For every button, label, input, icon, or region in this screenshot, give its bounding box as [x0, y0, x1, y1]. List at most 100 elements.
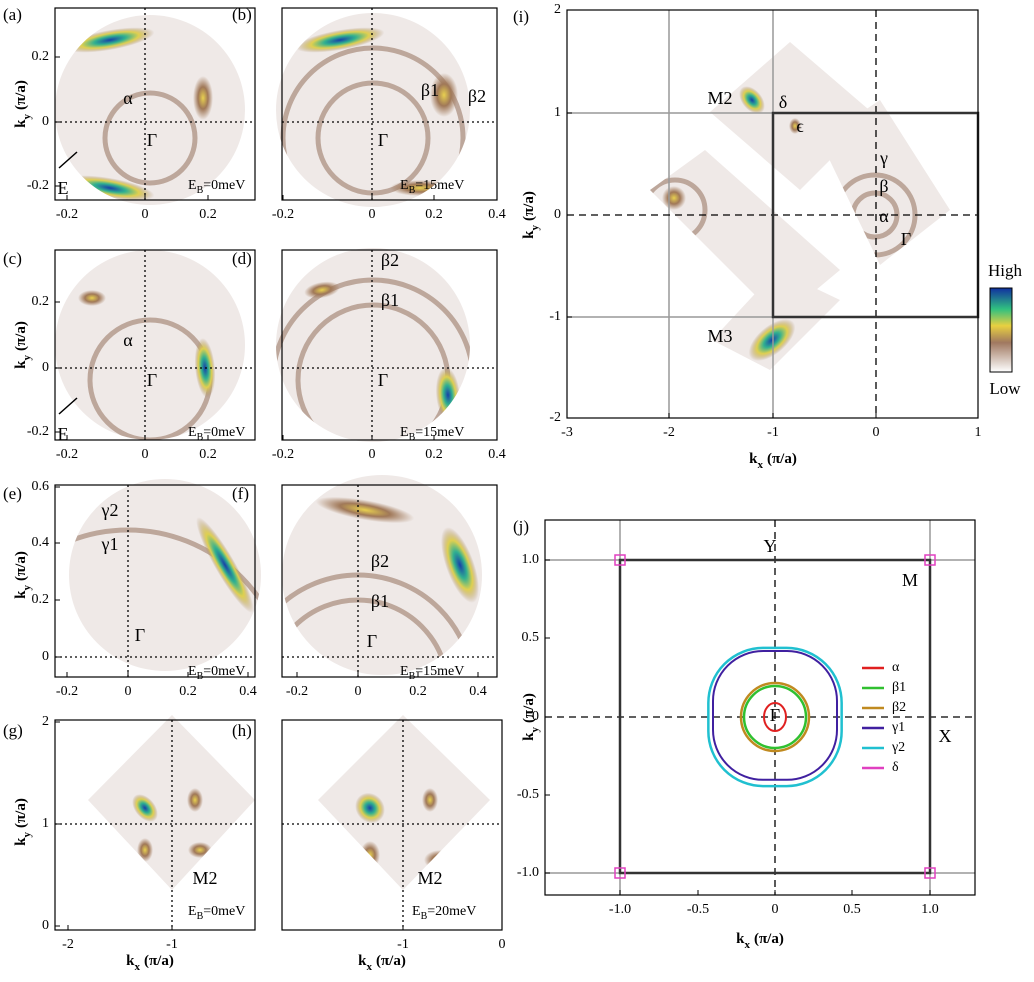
intensity-spot — [662, 186, 686, 210]
y-tick-label: 0.2 — [32, 49, 50, 64]
axis-label-unit: (π/a) — [376, 953, 406, 969]
eb-e: E — [188, 664, 197, 679]
y-tick-label: 0.2 — [32, 294, 50, 309]
eb-e: E — [400, 664, 409, 679]
axis-label: ky(π/a) — [13, 798, 32, 846]
annotation: Γ — [378, 370, 388, 390]
annotation: α — [879, 206, 889, 226]
binding-energy: EB=0meV — [188, 664, 245, 682]
x-tick-label: 0.4 — [488, 207, 506, 222]
x-tick-label: -0.5 — [687, 902, 709, 917]
colorbar-low: Low — [989, 379, 1021, 398]
annotation: β1 — [371, 591, 389, 611]
y-tick-label: 0 — [42, 649, 49, 664]
eb-e: E — [188, 904, 197, 919]
x-tick-label: -1 — [166, 937, 178, 952]
axis-label: ky(π/a) — [13, 321, 32, 369]
annotation: ϵ — [796, 116, 803, 136]
axis-label-sub: y — [529, 225, 541, 231]
axis-label: kx(π/a) — [358, 953, 406, 972]
annotation: Γ — [367, 631, 377, 651]
y-tick-label: 2 — [42, 714, 49, 729]
map-area — [55, 250, 245, 440]
axis-label-sub: x — [366, 961, 372, 973]
intensity-spot — [137, 838, 153, 862]
binding-energy: EB=20meV — [412, 904, 476, 922]
annotation: M — [902, 570, 918, 590]
eb-rest: =0meV — [203, 904, 245, 919]
annotation: β2 — [381, 250, 399, 270]
annotation: β1 — [381, 290, 399, 310]
x-tick-label: 1 — [975, 425, 982, 440]
eb-rest: =0meV — [203, 664, 245, 679]
y-tick-label: 0.2 — [32, 592, 50, 607]
axis-label-unit: (π/a) — [521, 693, 537, 723]
annotation: E — [58, 178, 69, 198]
x-tick-label: 1.0 — [921, 902, 939, 917]
y-tick-label: 0 — [554, 207, 561, 222]
axis-label-unit: (π/a) — [13, 798, 29, 828]
axis-label-sub: x — [134, 961, 140, 973]
y-tick-label: 0 — [42, 114, 49, 129]
axis-label-unit: (π/a) — [13, 321, 29, 351]
colorbar — [990, 288, 1012, 372]
y-tick-label: -1 — [549, 309, 561, 324]
legend-label: β1 — [892, 680, 906, 695]
x-tick-label: -0.2 — [56, 684, 78, 699]
panel-label: (i) — [513, 7, 529, 26]
eb-e: E — [400, 178, 409, 193]
x-tick-label: 0.2 — [199, 207, 217, 222]
x-tick-label: -0.2 — [56, 447, 78, 462]
legend-label: β2 — [892, 700, 906, 715]
panel-label: (b) — [232, 5, 252, 24]
annotation: M2 — [417, 868, 442, 888]
x-tick-label: 0 — [369, 207, 376, 222]
annotation: M3 — [707, 326, 732, 346]
y-tick-label: -0.5 — [517, 787, 539, 802]
axis-label: ky(π/a) — [521, 191, 540, 239]
y-tick-label: 1.0 — [522, 552, 540, 567]
annotation: Γ — [901, 229, 911, 249]
x-tick-label: 0.2 — [425, 207, 443, 222]
annotation: E — [58, 424, 69, 444]
colorbar-high: High — [988, 261, 1023, 280]
x-tick-label: -3 — [561, 425, 573, 440]
y-tick-label: -0.2 — [27, 424, 49, 439]
axis-label-sub: y — [21, 585, 33, 591]
y-tick-label: 0.6 — [32, 479, 50, 494]
intensity-spot — [188, 842, 212, 858]
x-tick-label: -0.2 — [286, 684, 308, 699]
axis-label-unit: (π/a) — [13, 80, 29, 110]
axis-label: kx(π/a) — [736, 931, 784, 950]
axis-label-sub: y — [21, 832, 33, 838]
x-tick-label: 0.2 — [409, 684, 427, 699]
x-tick-label: 0 — [142, 207, 149, 222]
intensity-spot — [360, 841, 380, 869]
annotation: M2 — [707, 88, 732, 108]
x-tick-label: -2 — [663, 425, 675, 440]
legend-label: γ1 — [891, 720, 905, 735]
annotation: γ1 — [101, 534, 119, 554]
axis-label-sub: y — [21, 114, 33, 120]
intensity-spot — [187, 788, 203, 812]
annotation: Γ — [147, 370, 157, 390]
axis-label: ky(π/a) — [13, 80, 32, 128]
y-tick-label: -0.2 — [27, 178, 49, 193]
axis-label-unit: (π/a) — [754, 931, 784, 947]
x-tick-label: -0.2 — [272, 447, 294, 462]
eb-rest: =15meV — [415, 425, 464, 440]
intensity-spot — [422, 788, 438, 812]
panel-label: (c) — [3, 249, 22, 268]
axis-label-sub: x — [757, 459, 763, 471]
y-tick-label: 1 — [42, 816, 49, 831]
x-tick-label: 0.2 — [179, 684, 197, 699]
legend-label: γ2 — [891, 740, 905, 755]
x-tick-label: 0.4 — [239, 684, 257, 699]
y-tick-label: 0.5 — [522, 630, 540, 645]
y-tick-label: -2 — [549, 410, 561, 425]
panel-label: (j) — [513, 517, 529, 536]
annotation: β2 — [468, 86, 486, 106]
annotation: M2 — [192, 868, 217, 888]
annotation: X — [939, 726, 952, 746]
annotation: Γ — [378, 130, 388, 150]
